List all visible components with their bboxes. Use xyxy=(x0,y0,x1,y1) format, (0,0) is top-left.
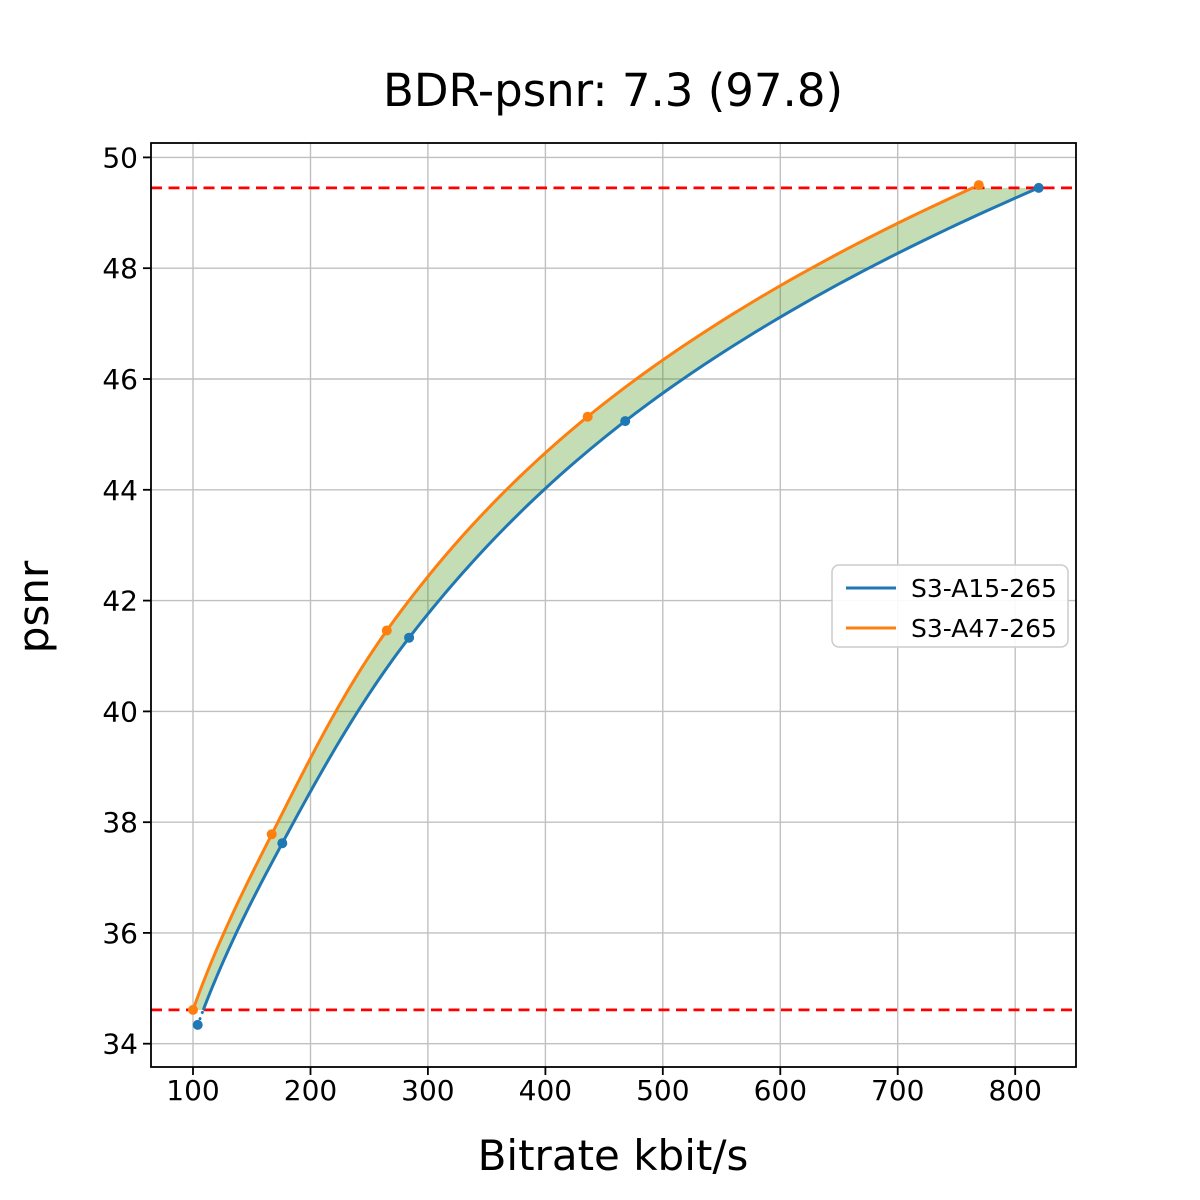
data-point-s3-a47-265 xyxy=(381,625,392,636)
data-point-s3-a47-265 xyxy=(582,411,593,422)
series-dotted-tail-s3-a15-265 xyxy=(196,1008,205,1027)
chart-title: BDR-psnr: 7.3 (97.8) xyxy=(383,64,843,117)
data-point-s3-a15-265 xyxy=(1033,182,1044,193)
y-tick-label-42: 42 xyxy=(102,585,138,618)
x-tick-label-300: 300 xyxy=(401,1074,454,1107)
y-tick-label-46: 46 xyxy=(102,363,138,396)
series-curves-layer xyxy=(188,180,1044,1030)
legend-entry-s3-a47-265: S3-A47-265 xyxy=(911,614,1057,643)
x-tick-label-600: 600 xyxy=(754,1074,807,1107)
x-axis-label: Bitrate kbit/s xyxy=(478,1131,749,1180)
x-tick-label-100: 100 xyxy=(166,1074,219,1107)
data-point-s3-a15-265 xyxy=(620,416,631,427)
data-point-s3-a15-265 xyxy=(404,632,415,643)
y-axis-label: psnr xyxy=(9,560,58,653)
data-point-s3-a15-265 xyxy=(192,1019,203,1030)
x-tick-label-400: 400 xyxy=(519,1074,572,1107)
x-tick-label-200: 200 xyxy=(284,1074,337,1107)
plot-border xyxy=(150,142,1077,1068)
y-tick-label-38: 38 xyxy=(102,806,138,839)
x-tick-label-500: 500 xyxy=(636,1074,689,1107)
y-tick-label-50: 50 xyxy=(102,141,138,174)
data-point-s3-a47-265 xyxy=(973,180,984,191)
data-point-s3-a47-265 xyxy=(188,1004,198,1015)
series-line-s3-a15-265 xyxy=(201,186,1040,1011)
y-tick-label-34: 34 xyxy=(102,1028,138,1061)
y-tick-label-40: 40 xyxy=(102,695,138,728)
x-tick-label-800: 800 xyxy=(988,1074,1041,1107)
data-point-s3-a47-265 xyxy=(266,829,277,840)
legend-entry-s3-a15-265: S3-A15-265 xyxy=(911,574,1057,603)
y-tick-label-44: 44 xyxy=(102,474,138,507)
y-tick-label-48: 48 xyxy=(102,252,138,285)
data-point-s3-a15-265 xyxy=(277,838,288,849)
axis-ticks-layer: 100 200 300 400 500 600 700 800 34 36 38 40 42 44 46 48… xyxy=(102,141,1042,1107)
y-tick-label-36: 36 xyxy=(102,917,138,950)
x-tick-label-700: 700 xyxy=(871,1074,924,1107)
legend: S3-A15-265 S3-A47-265 xyxy=(831,564,1069,648)
integration-bounds-layer xyxy=(151,186,1076,1012)
